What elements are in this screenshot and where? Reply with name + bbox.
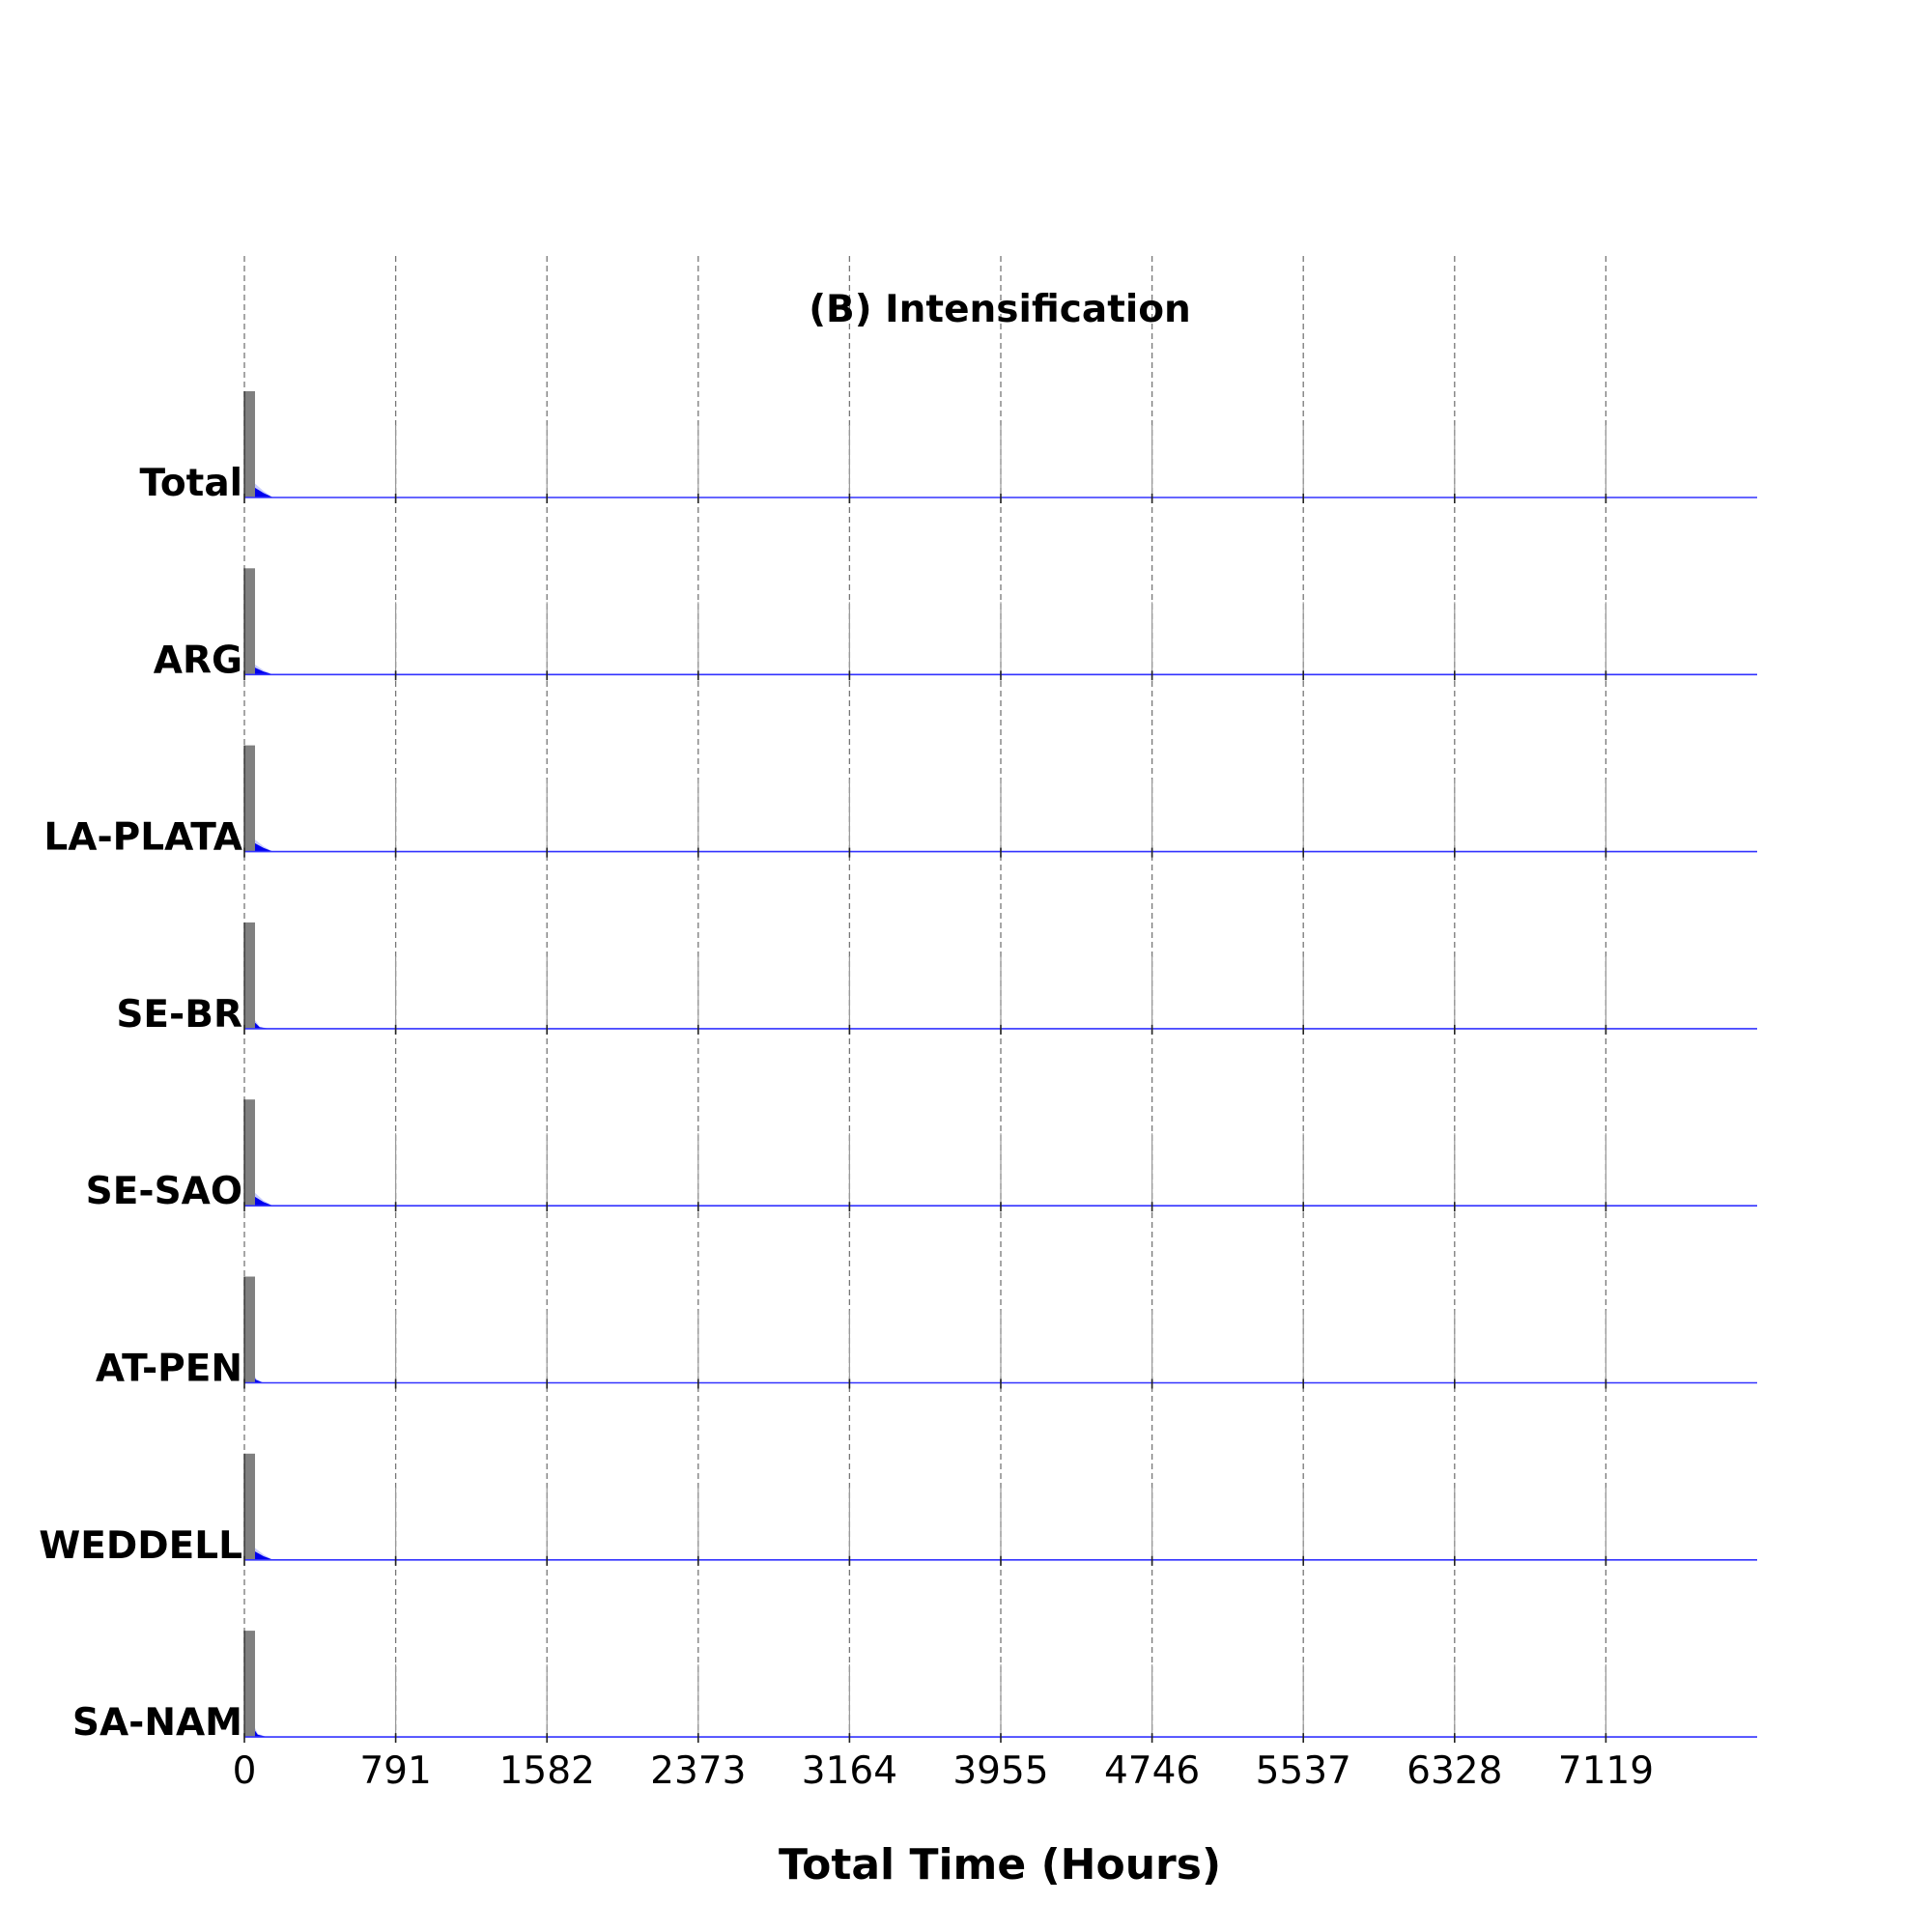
x-tick-label: 5537 bbox=[1256, 1749, 1351, 1793]
bar bbox=[244, 1276, 255, 1383]
bar bbox=[244, 568, 255, 675]
row-la-plata: LA-PLATA bbox=[43, 745, 1757, 860]
x-tick-label: 2373 bbox=[650, 1749, 746, 1793]
row-label: SE-BR bbox=[116, 993, 242, 1037]
grid-layer bbox=[243, 256, 1607, 1739]
x-tick-label: 3955 bbox=[952, 1749, 1048, 1793]
bar bbox=[244, 1099, 255, 1207]
row-total: Total bbox=[139, 391, 1757, 505]
x-axis: 0 791 1582 2373 3164 3955 4746 5537 6328 7119 bbox=[233, 1749, 1654, 1793]
row-label: LA-PLATA bbox=[43, 816, 242, 860]
row-se-br: SE-BR bbox=[116, 922, 1757, 1037]
x-tick-label: 7119 bbox=[1558, 1749, 1654, 1793]
row-label: SA-NAM bbox=[72, 1701, 242, 1745]
x-tick-label: 1582 bbox=[499, 1749, 595, 1793]
row-label: AT-PEN bbox=[96, 1348, 242, 1391]
row-arg: ARG bbox=[154, 568, 1757, 682]
x-tick-label: 6328 bbox=[1406, 1749, 1502, 1793]
row-se-sao: SE-SAO bbox=[86, 1099, 1757, 1213]
row-at-pen: AT-PEN bbox=[96, 1276, 1757, 1391]
row-label: Total bbox=[139, 462, 242, 505]
row-label: ARG bbox=[154, 639, 242, 682]
row-weddell: WEDDELL bbox=[39, 1453, 1757, 1568]
bar bbox=[244, 391, 255, 497]
bar bbox=[244, 1453, 255, 1560]
row-sa-nam: SA-NAM bbox=[72, 1631, 1757, 1745]
x-tick-label: 791 bbox=[359, 1749, 431, 1793]
bar bbox=[244, 922, 255, 1029]
x-tick-label: 0 bbox=[233, 1749, 257, 1793]
x-tick-label: 3164 bbox=[802, 1749, 897, 1793]
bar bbox=[244, 745, 255, 852]
x-tick-label: 4746 bbox=[1104, 1749, 1200, 1793]
bar bbox=[244, 1631, 255, 1738]
x-axis-label: Total Time (Hours) bbox=[779, 1840, 1221, 1889]
chart-title: (B) Intensification bbox=[809, 288, 1191, 331]
rows-layer: Total ARG LA-PLATA SE-BR SE-SAO AT-PEN WEDDELL… bbox=[39, 391, 1757, 1745]
row-label: SE-SAO bbox=[86, 1170, 242, 1213]
row-label: WEDDELL bbox=[39, 1524, 242, 1568]
